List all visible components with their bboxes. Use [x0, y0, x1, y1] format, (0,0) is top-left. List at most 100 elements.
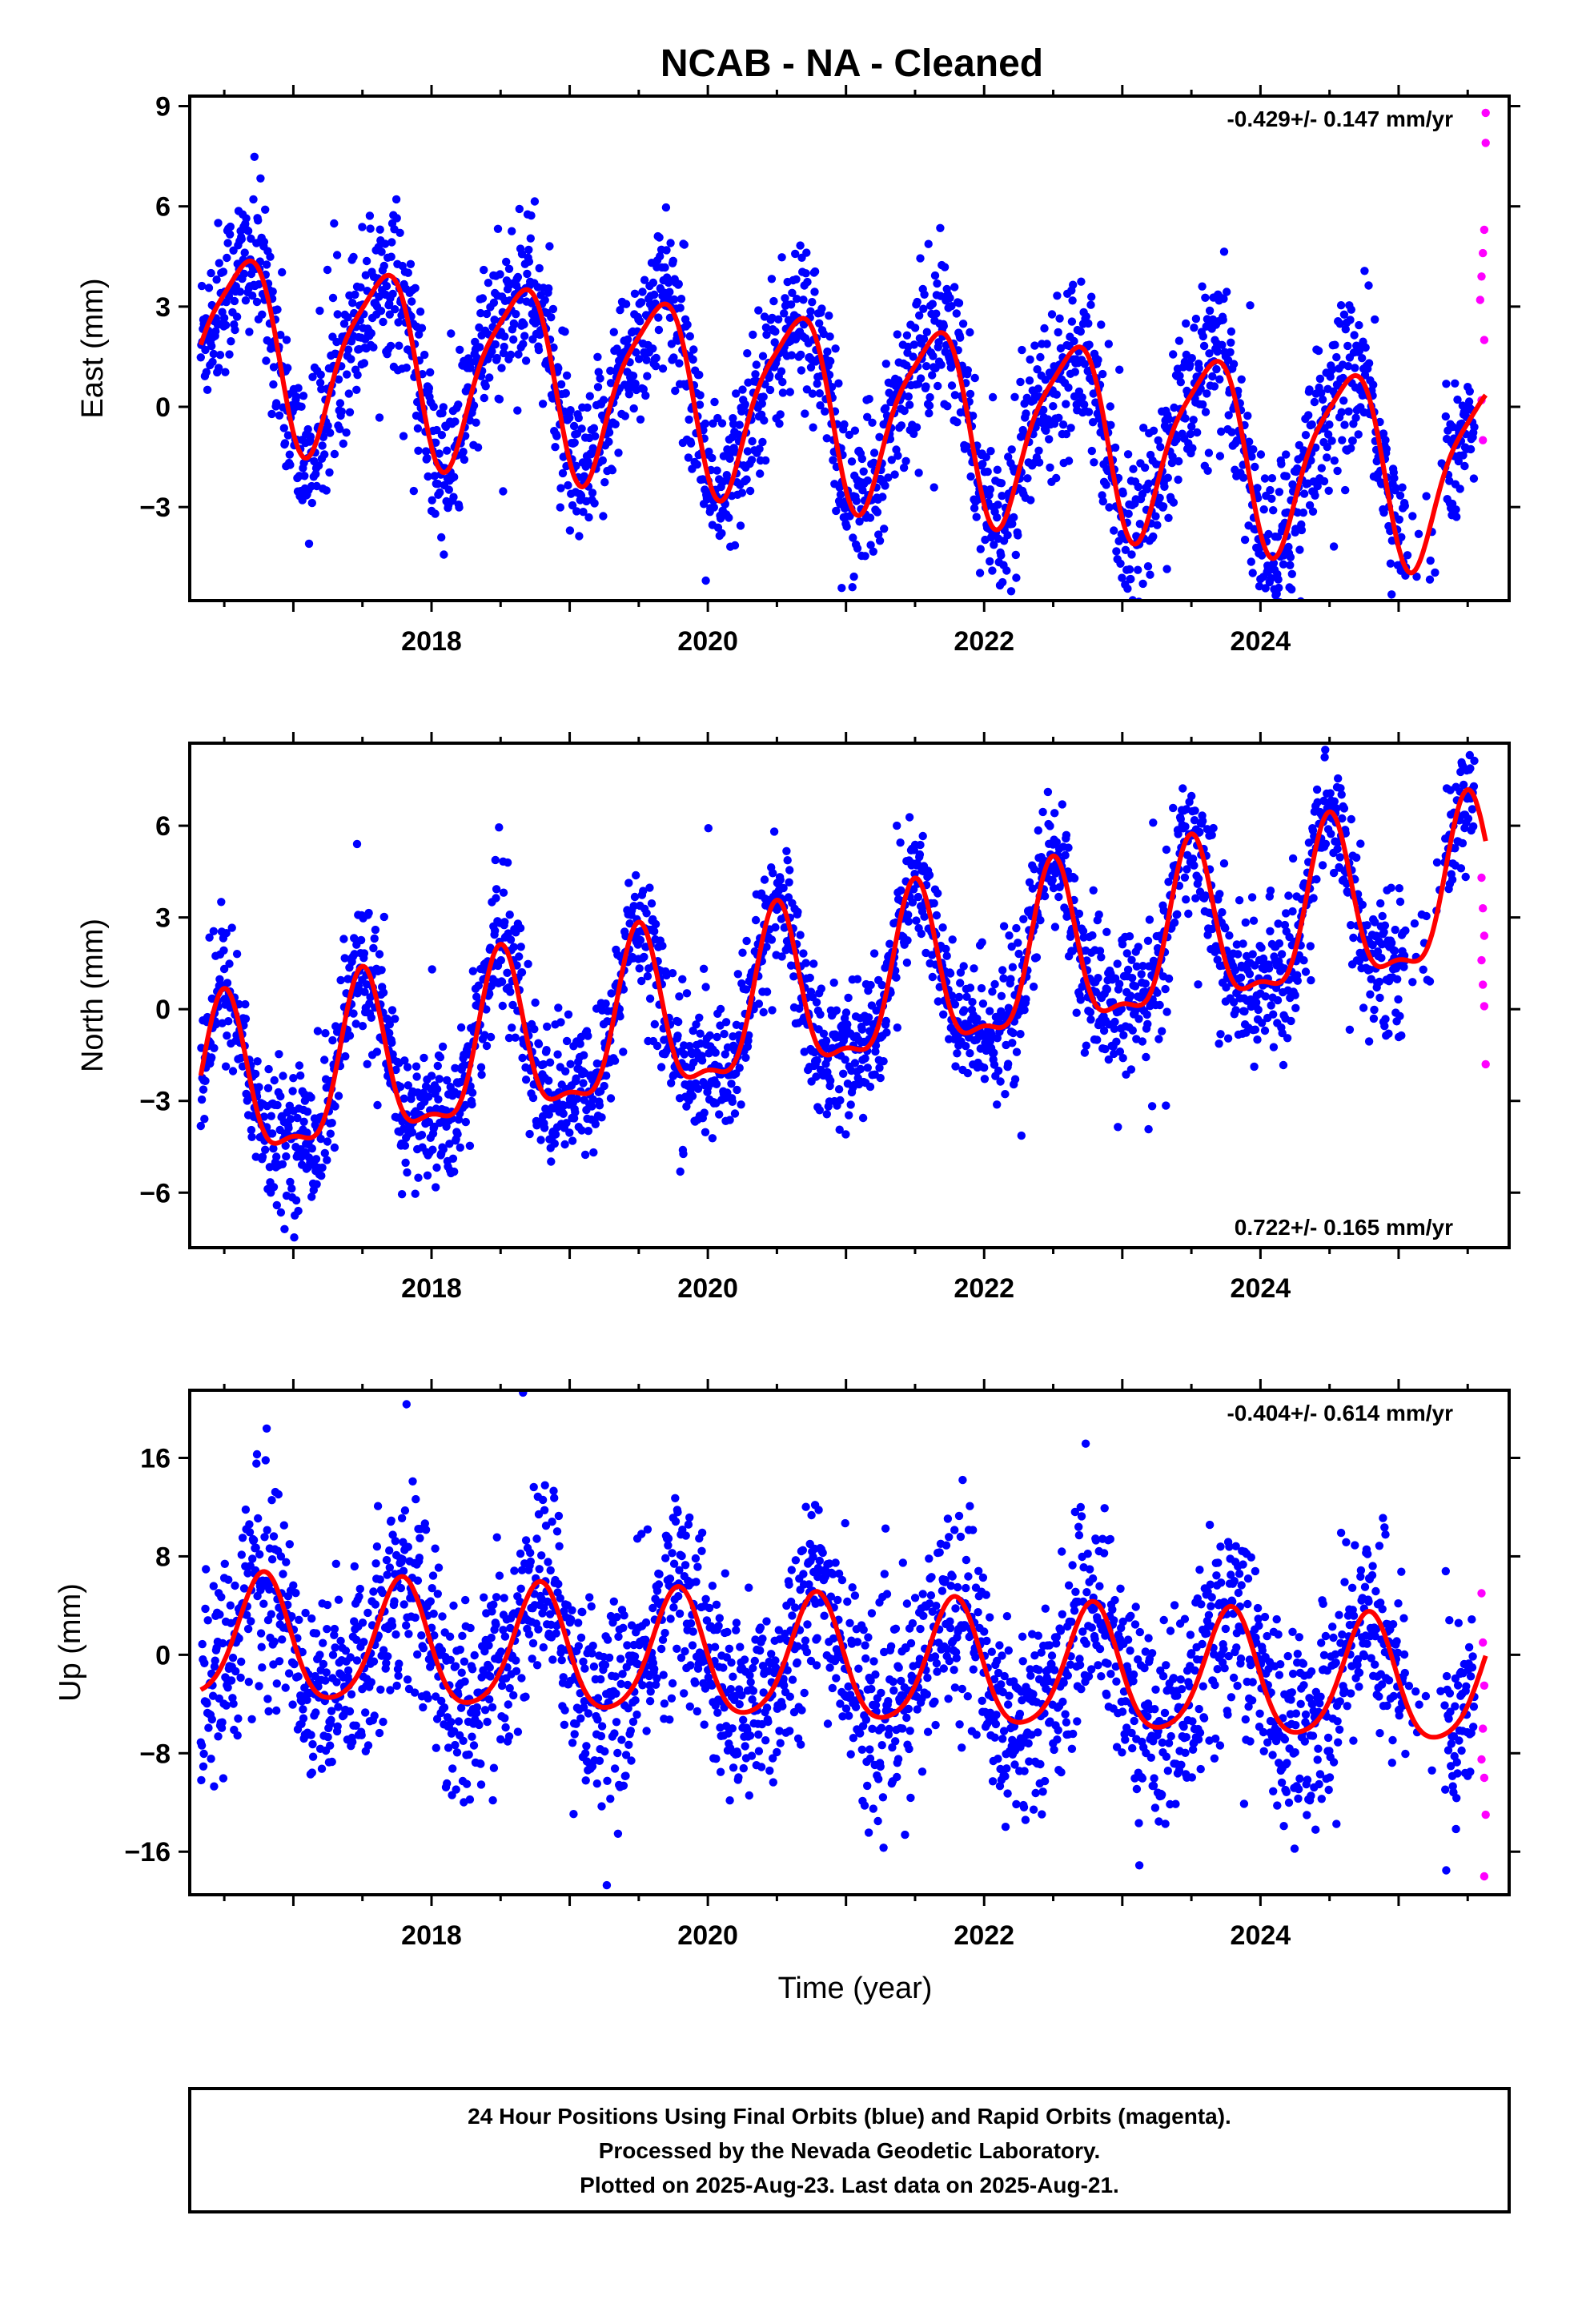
final-orbit-point — [873, 508, 882, 517]
final-orbit-point — [1419, 965, 1427, 975]
final-orbit-point — [545, 1058, 555, 1067]
final-orbit-point — [741, 400, 749, 409]
final-orbit-point — [1414, 529, 1423, 538]
final-orbit-point — [1132, 962, 1142, 971]
final-orbit-point — [978, 999, 988, 1008]
y-tick-label: 0 — [155, 392, 171, 423]
final-orbit-point — [863, 412, 872, 421]
final-orbit-point — [253, 1057, 262, 1066]
final-orbit-point — [1222, 983, 1231, 992]
final-orbit-point — [1019, 915, 1028, 924]
final-orbit-point — [369, 943, 378, 953]
final-orbit-point — [630, 892, 640, 902]
final-orbit-point — [1194, 980, 1203, 989]
final-orbit-point — [1304, 411, 1313, 420]
final-orbit-point — [307, 498, 316, 508]
final-orbit-point — [1181, 414, 1190, 423]
final-orbit-point — [1017, 1131, 1026, 1140]
final-orbit-point — [1164, 974, 1174, 983]
final-orbit-point — [761, 456, 770, 465]
final-orbit-point — [997, 551, 1006, 560]
final-orbit-point — [1254, 1005, 1263, 1015]
final-orbit-point — [540, 296, 549, 304]
final-orbit-point — [1332, 804, 1341, 813]
final-orbit-point — [834, 379, 843, 388]
final-orbit-point — [843, 1020, 852, 1029]
final-orbit-point — [275, 1050, 283, 1059]
final-orbit-point — [1181, 822, 1190, 831]
final-orbit-point — [1381, 436, 1390, 444]
final-orbit-point — [752, 360, 761, 369]
final-orbit-point — [1232, 940, 1242, 949]
final-orbit-point — [959, 962, 968, 971]
final-orbit-point — [643, 372, 652, 380]
final-orbit-point — [399, 432, 408, 440]
final-orbit-point — [950, 283, 959, 292]
final-orbit-point — [913, 297, 921, 307]
final-orbit-point — [447, 329, 456, 338]
final-orbit-point — [1125, 932, 1134, 941]
final-orbit-point — [1116, 559, 1125, 568]
final-orbit-point — [1464, 397, 1474, 406]
final-orbit-point — [1312, 785, 1322, 794]
final-orbit-point — [1368, 940, 1377, 950]
final-orbit-point — [666, 239, 675, 247]
final-orbit-point — [947, 991, 957, 1000]
final-orbit-point — [1118, 489, 1127, 498]
final-orbit-point — [197, 1095, 207, 1104]
final-orbit-point — [289, 1074, 298, 1083]
final-orbit-point — [674, 279, 683, 288]
final-orbit-point — [1282, 472, 1291, 480]
final-orbit-point — [1134, 482, 1143, 492]
final-orbit-point — [1258, 1019, 1267, 1027]
final-orbit-point — [1318, 395, 1327, 404]
final-orbit-point — [1299, 509, 1308, 517]
final-orbit-point — [1086, 300, 1095, 309]
final-orbit-point — [717, 419, 727, 428]
final-orbit-point — [1366, 990, 1375, 999]
final-orbit-point — [803, 277, 812, 287]
final-orbit-point — [993, 465, 1002, 474]
final-orbit-point — [482, 1041, 492, 1051]
final-orbit-point — [1143, 936, 1153, 946]
final-orbit-point — [1014, 939, 1022, 947]
final-orbit-point — [576, 1039, 584, 1048]
final-orbit-point — [424, 1092, 433, 1101]
final-orbit-point — [276, 1092, 285, 1101]
final-orbit-point — [1456, 864, 1466, 873]
final-orbit-point — [1062, 400, 1070, 408]
final-orbit-point — [667, 1079, 676, 1088]
final-orbit-point — [518, 1053, 527, 1063]
y-tick-label: 3 — [155, 292, 171, 323]
final-orbit-point — [866, 980, 875, 990]
final-orbit-point — [616, 306, 624, 315]
final-orbit-point — [391, 195, 401, 204]
final-orbit-point — [1143, 562, 1153, 571]
final-orbit-point — [323, 421, 332, 430]
final-orbit-point — [571, 1108, 580, 1117]
final-orbit-point — [1046, 822, 1054, 830]
final-orbit-point — [1451, 379, 1460, 388]
final-orbit-point — [645, 994, 655, 1003]
final-orbit-point — [315, 306, 324, 316]
y-tick-label: −3 — [139, 1087, 171, 1117]
final-orbit-point — [1256, 450, 1266, 459]
final-orbit-point — [342, 428, 351, 437]
final-orbit-point — [1190, 324, 1199, 332]
final-orbit-point — [826, 1076, 835, 1085]
final-orbit-point — [795, 1004, 804, 1013]
final-orbit-point — [978, 460, 987, 468]
final-orbit-point — [1390, 947, 1399, 955]
final-orbit-point — [748, 436, 757, 446]
final-orbit-point — [569, 421, 579, 431]
final-orbit-point — [489, 298, 499, 308]
final-orbit-point — [1006, 587, 1016, 596]
final-orbit-point — [747, 456, 757, 464]
final-orbit-point — [379, 261, 388, 271]
final-orbit-point — [283, 1108, 291, 1117]
final-orbit-point — [203, 385, 212, 394]
final-orbit-point — [1469, 474, 1479, 483]
final-orbit-point — [1061, 850, 1070, 860]
final-orbit-point — [669, 353, 678, 362]
final-orbit-point — [881, 481, 889, 490]
